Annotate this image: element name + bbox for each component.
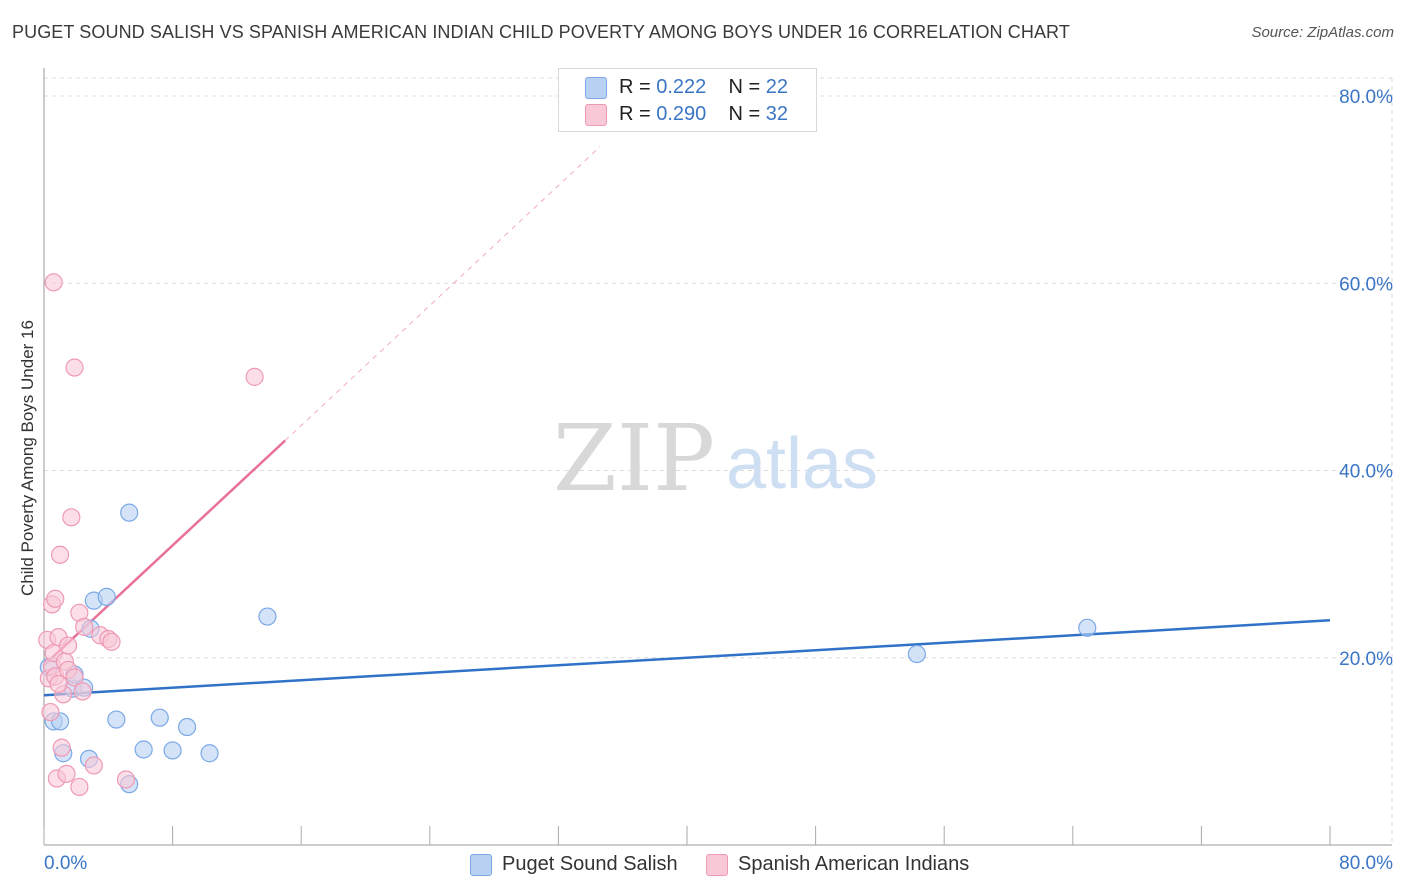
legend-n-value: 32 bbox=[765, 103, 789, 125]
puget-point bbox=[1078, 618, 1097, 637]
legend-n-label: N = bbox=[728, 103, 766, 125]
spanish-point bbox=[59, 636, 78, 655]
puget-point bbox=[177, 717, 197, 737]
puget-point bbox=[200, 744, 219, 763]
spanish-point bbox=[49, 674, 68, 694]
spanish-point bbox=[41, 702, 60, 722]
spanish-point bbox=[65, 358, 84, 377]
puget-point bbox=[120, 503, 139, 522]
bottom-legend-label-spanish: Spanish American Indians bbox=[738, 853, 970, 875]
spanish-point bbox=[84, 756, 103, 775]
spanish-point bbox=[46, 589, 65, 608]
puget-point bbox=[258, 607, 277, 626]
bottom-legend-swatch-puget bbox=[470, 854, 492, 876]
gridlines bbox=[44, 77, 1393, 845]
y-axis-label: Child Poverty Among Boys Under 16 bbox=[18, 320, 37, 596]
legend-swatch-puget bbox=[585, 77, 607, 99]
legend-r-value: 0.290 bbox=[656, 103, 707, 125]
puget-point bbox=[163, 741, 182, 760]
spanish-point bbox=[62, 508, 81, 527]
puget-point bbox=[97, 587, 116, 606]
trend-line-puget bbox=[43, 619, 1331, 697]
chart-title: PUGET SOUND SALISH VS SPANISH AMERICAN I… bbox=[12, 22, 1070, 42]
y-tick-label: 80.0% bbox=[1339, 87, 1393, 108]
bottom-legend-swatch-spanish bbox=[706, 854, 728, 876]
source-label: Source: ZipAtlas.com bbox=[1251, 24, 1394, 41]
watermark-atlas: atlas bbox=[726, 424, 878, 504]
spanish-point bbox=[70, 777, 89, 797]
x-tick-label-min: 0.0% bbox=[44, 853, 87, 874]
spanish-point bbox=[57, 764, 76, 783]
data-points bbox=[38, 273, 1097, 797]
puget-point bbox=[907, 644, 926, 664]
trend-line-extension bbox=[284, 146, 601, 441]
legend-r-label: R = bbox=[619, 103, 657, 125]
legend-box: R = 0.222 N = 22 R = 0.290 N = 32 bbox=[558, 68, 817, 132]
spanish-point bbox=[65, 668, 84, 687]
spanish-point bbox=[52, 738, 71, 757]
bottom-legend-label-puget: Puget Sound Salish bbox=[502, 853, 678, 875]
puget-point bbox=[150, 708, 169, 727]
y-tick-label: 20.0% bbox=[1339, 649, 1393, 670]
puget-point bbox=[107, 710, 126, 729]
tick-labels: 20.0% 40.0% 60.0% 80.0% 0.0% 80.0% bbox=[44, 87, 1393, 874]
spanish-point bbox=[102, 632, 121, 651]
y-tick-label: 60.0% bbox=[1339, 274, 1393, 295]
spanish-point bbox=[50, 545, 70, 564]
spanish-point bbox=[245, 367, 264, 386]
axes bbox=[43, 68, 1392, 846]
y-tick-label: 40.0% bbox=[1339, 462, 1393, 483]
x-tick-label-max: 80.0% bbox=[1339, 853, 1393, 874]
legend-n-value: 22 bbox=[765, 76, 789, 98]
spanish-point bbox=[73, 682, 92, 701]
watermark-zip: ZIP bbox=[553, 405, 715, 512]
legend-n-label: N = bbox=[728, 76, 766, 98]
legend-swatch-spanish bbox=[585, 104, 607, 126]
legend-r-label: R = bbox=[619, 76, 657, 98]
spanish-point bbox=[75, 617, 94, 636]
legend-r-value: 0.222 bbox=[656, 76, 707, 98]
spanish-point bbox=[44, 273, 63, 292]
puget-point bbox=[134, 740, 153, 759]
spanish-point bbox=[116, 770, 136, 789]
